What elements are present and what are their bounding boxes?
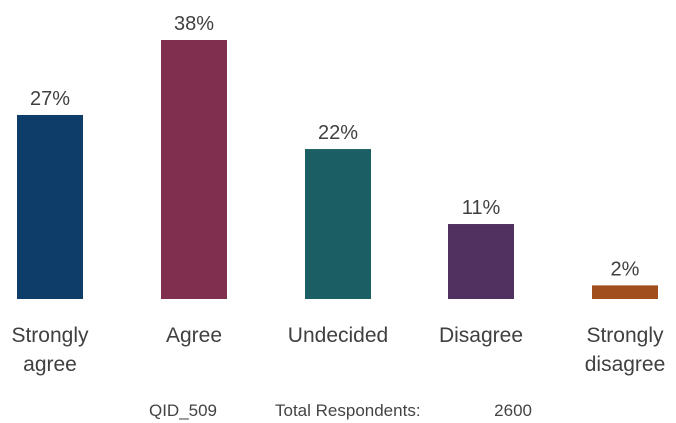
category-label-2-line-0: Undecided	[288, 324, 388, 347]
value-labels-group: 27% 38% 22% 11% 2%	[30, 13, 640, 280]
bar-0	[17, 114, 83, 299]
value-label-1: 38%	[174, 13, 214, 35]
total-respondents-label: Total Respondents:	[275, 401, 421, 420]
category-label-0-line-0: Strongly	[11, 324, 89, 347]
bar-3	[448, 224, 514, 299]
category-labels-group: Strongly agree Agree Undecided Disagree Stron…	[11, 324, 665, 376]
bar-2	[305, 149, 371, 299]
value-label-4: 2%	[611, 258, 640, 280]
category-label-1-line-0: Agree	[166, 324, 222, 347]
category-label-0-line-1: agree	[23, 353, 77, 376]
value-label-0: 27%	[30, 88, 70, 110]
category-label-4-line-0: Strongly	[586, 324, 664, 347]
value-label-3: 11%	[462, 197, 501, 219]
bars-group	[17, 40, 658, 299]
footer: QID_509 Total Respondents: 2600	[149, 401, 532, 420]
category-label-4-line-1: disagree	[585, 353, 666, 376]
bar-1	[161, 40, 227, 299]
bar-4	[592, 285, 658, 299]
question-id: QID_509	[149, 401, 217, 420]
total-respondents-value: 2600	[494, 401, 532, 420]
category-label-3-line-0: Disagree	[439, 324, 523, 347]
value-label-2: 22%	[318, 122, 358, 144]
